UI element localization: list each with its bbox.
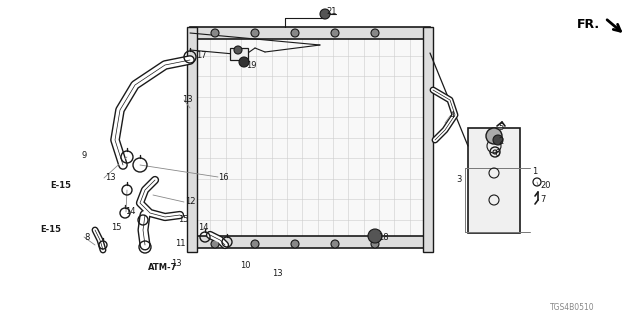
Text: 20: 20 xyxy=(540,180,550,189)
Text: 6: 6 xyxy=(494,148,499,157)
Circle shape xyxy=(239,57,249,67)
Text: 21: 21 xyxy=(326,7,337,17)
Circle shape xyxy=(371,29,379,37)
Text: 9: 9 xyxy=(81,151,86,161)
Circle shape xyxy=(320,9,330,19)
Circle shape xyxy=(251,29,259,37)
Circle shape xyxy=(291,29,299,37)
Text: 1: 1 xyxy=(532,167,537,177)
Text: ATM-7: ATM-7 xyxy=(148,263,177,273)
Circle shape xyxy=(234,46,242,54)
Text: 19: 19 xyxy=(246,60,257,69)
Text: 13: 13 xyxy=(171,260,182,268)
Bar xyxy=(423,27,433,252)
Circle shape xyxy=(291,240,299,248)
Circle shape xyxy=(251,240,259,248)
Bar xyxy=(230,48,248,60)
Text: 3: 3 xyxy=(456,175,462,185)
Circle shape xyxy=(211,240,219,248)
Circle shape xyxy=(493,135,503,145)
Text: 8: 8 xyxy=(84,233,90,242)
Text: 16: 16 xyxy=(218,172,228,181)
Text: 13: 13 xyxy=(105,173,116,182)
Text: 12: 12 xyxy=(185,197,195,206)
Text: 13: 13 xyxy=(182,95,193,105)
Text: 15: 15 xyxy=(111,223,122,233)
Text: 14: 14 xyxy=(125,207,136,217)
Circle shape xyxy=(371,240,379,248)
Text: E-15: E-15 xyxy=(40,226,61,235)
Bar xyxy=(190,236,430,248)
Text: 13: 13 xyxy=(272,268,283,277)
Text: E-15: E-15 xyxy=(50,181,71,190)
Text: 2: 2 xyxy=(498,138,503,147)
Text: TGS4B0510: TGS4B0510 xyxy=(550,303,595,313)
Text: 7: 7 xyxy=(540,196,545,204)
Text: 10: 10 xyxy=(240,260,250,269)
Text: FR.: FR. xyxy=(577,19,600,31)
Text: 14: 14 xyxy=(198,223,209,233)
Text: 5: 5 xyxy=(498,124,503,132)
Bar xyxy=(190,27,430,39)
Text: 17: 17 xyxy=(196,52,207,60)
Circle shape xyxy=(331,29,339,37)
Circle shape xyxy=(211,29,219,37)
Text: 4: 4 xyxy=(450,111,455,121)
Text: 18: 18 xyxy=(378,234,388,243)
Circle shape xyxy=(486,128,502,144)
Circle shape xyxy=(368,229,382,243)
Text: 11: 11 xyxy=(175,238,186,247)
Bar xyxy=(195,35,425,240)
Circle shape xyxy=(331,240,339,248)
Bar xyxy=(468,128,520,233)
Text: 15: 15 xyxy=(178,215,189,225)
Bar xyxy=(187,27,197,252)
